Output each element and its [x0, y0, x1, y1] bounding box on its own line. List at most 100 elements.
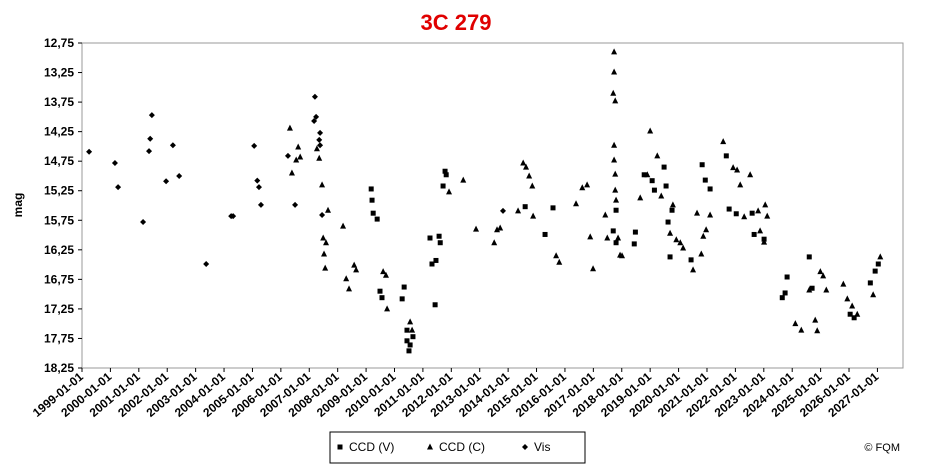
marker-triangle [792, 320, 799, 327]
marker-diamond [317, 129, 324, 136]
marker-diamond [115, 184, 122, 191]
marker-square [661, 164, 667, 170]
marker-square [723, 153, 729, 159]
marker-triangle [615, 234, 622, 241]
marker-triangle [515, 207, 522, 214]
marker-triangle [340, 222, 347, 229]
marker-square [404, 327, 410, 333]
marker-triangle [530, 212, 537, 219]
marker-square [443, 172, 449, 178]
marker-square [707, 186, 713, 192]
marker-triangle [654, 152, 661, 159]
marker-square [751, 231, 757, 237]
marker-triangle [677, 239, 684, 246]
marker-square [432, 302, 438, 308]
marker-square [875, 261, 881, 267]
marker-diamond [230, 213, 237, 220]
marker-diamond [86, 148, 93, 155]
marker-triangle [817, 268, 824, 275]
y-axis-label: mag [11, 193, 25, 218]
marker-triangle [407, 318, 414, 325]
marker-square [809, 285, 815, 291]
plot-area [81, 42, 904, 369]
marker-diamond [311, 93, 318, 100]
marker-square [369, 197, 375, 203]
marker-triangle [612, 170, 619, 177]
marker-triangle [319, 181, 326, 188]
marker-diamond [147, 135, 154, 142]
marker-square [440, 183, 446, 189]
marker-triangle [321, 250, 328, 257]
marker-triangle [288, 169, 295, 176]
marker-square [806, 254, 812, 260]
marker-triangle [694, 209, 701, 216]
marker-diamond [292, 201, 299, 208]
y-tick-label: 16,25 [44, 243, 74, 257]
marker-triangle [798, 326, 805, 333]
credit: © FQM [864, 442, 900, 454]
marker-triangle [295, 143, 302, 150]
marker-triangle [316, 154, 323, 161]
marker-diamond [313, 113, 320, 120]
marker-triangle [840, 280, 847, 287]
marker-triangle [590, 265, 597, 272]
marker-square [632, 229, 638, 235]
marker-square [726, 206, 732, 212]
marker-diamond [284, 152, 291, 159]
marker-triangle [734, 166, 741, 173]
marker-triangle [644, 171, 651, 178]
marker-triangle [351, 261, 358, 268]
marker-triangle [820, 272, 827, 279]
marker-triangle [573, 200, 580, 207]
marker-diamond [311, 118, 318, 124]
marker-triangle [737, 181, 744, 188]
marker-triangle [730, 164, 737, 171]
marker-triangle [604, 234, 611, 241]
marker-square [872, 268, 878, 274]
y-tick-label: 15,25 [44, 184, 74, 198]
marker-triangle [720, 138, 727, 145]
y-tick-label: 13,75 [44, 95, 74, 109]
marker-triangle [323, 239, 330, 246]
marker-triangle [806, 286, 813, 293]
marker-square [669, 207, 675, 213]
marker-triangle [473, 225, 480, 232]
marker-diamond [255, 184, 262, 191]
marker-square [370, 210, 376, 216]
marker-triangle [556, 258, 563, 265]
marker-triangle [764, 212, 771, 219]
marker-square [427, 235, 433, 241]
marker-triangle [325, 206, 332, 213]
marker-triangle [384, 305, 391, 312]
marker-triangle [353, 266, 360, 273]
marker-diamond [317, 142, 324, 149]
marker-square [406, 348, 412, 354]
marker-diamond [316, 136, 323, 143]
marker-triangle [460, 176, 467, 183]
marker-triangle [602, 211, 609, 218]
marker-square [377, 288, 383, 294]
legend [329, 431, 586, 464]
marker-square [437, 240, 443, 246]
marker-triangle [520, 159, 527, 166]
marker-square [867, 280, 873, 286]
marker-triangle [611, 141, 618, 148]
legend-label: CCD (V) [349, 440, 394, 454]
marker-triangle [529, 182, 536, 189]
marker-triangle [313, 145, 320, 152]
marker-diamond [146, 148, 153, 155]
marker-triangle [700, 232, 707, 239]
y-tick-label: 15,75 [44, 213, 74, 227]
marker-square [631, 241, 637, 247]
marker-triangle [669, 201, 676, 208]
marker-square [433, 257, 439, 263]
marker-square [667, 254, 673, 260]
marker-triangle [346, 285, 353, 292]
marker-triangle [849, 302, 856, 309]
marker-square [649, 178, 655, 184]
marker-diamond [169, 142, 176, 149]
marker-diamond [176, 172, 183, 179]
marker-triangle [755, 207, 762, 214]
marker-triangle [667, 229, 674, 236]
